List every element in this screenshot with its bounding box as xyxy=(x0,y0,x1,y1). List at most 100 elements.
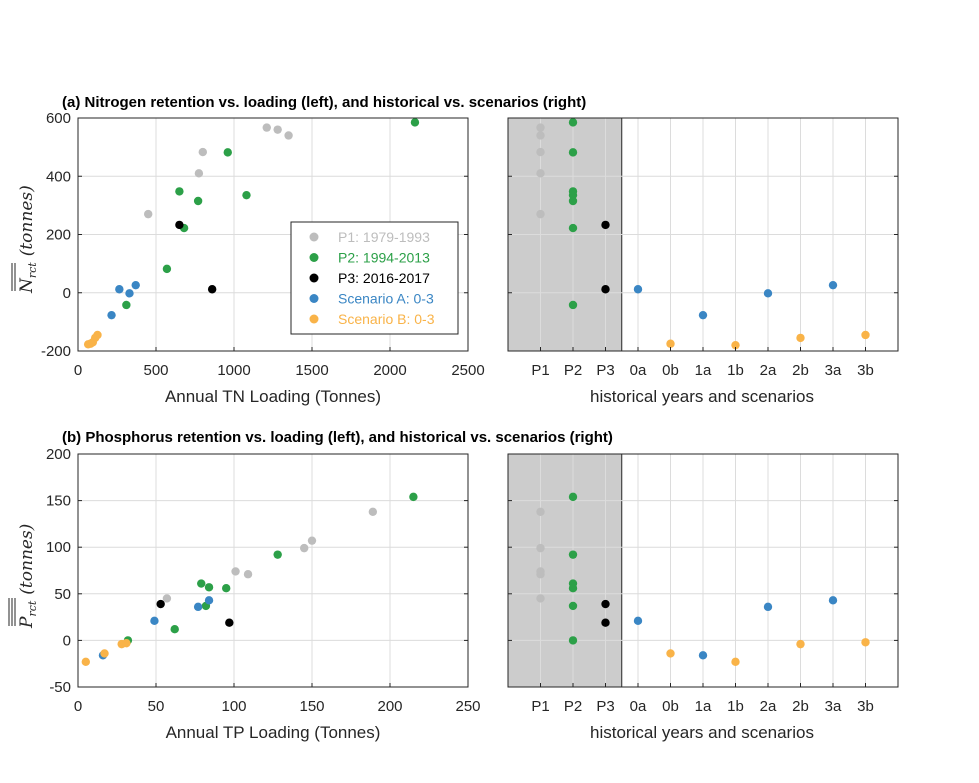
xtick-label: P2 xyxy=(564,362,582,379)
point-P3 xyxy=(601,285,610,294)
xtick-label: P1 xyxy=(531,698,549,715)
xtick-label: 0b xyxy=(662,362,679,379)
xtick-label: 50 xyxy=(148,698,165,715)
plot-area xyxy=(78,454,468,687)
point-P1 xyxy=(198,147,207,157)
xtick-label: 1a xyxy=(695,362,712,379)
point-P2 xyxy=(410,118,420,127)
xtick-label: 250 xyxy=(455,698,480,715)
xtick-label: 0a xyxy=(630,362,647,379)
point-P1 xyxy=(243,570,253,579)
point-P3 xyxy=(225,618,234,627)
point-P2 xyxy=(193,196,203,206)
legend-label-B: Scenario B: 0-3 xyxy=(338,311,435,327)
legend-marker-P3 xyxy=(309,273,319,283)
point-A xyxy=(828,596,838,605)
point-P1 xyxy=(144,209,153,219)
point-P1 xyxy=(368,507,378,516)
xtick-label: 150 xyxy=(299,698,324,715)
xtick-label: 0 xyxy=(74,362,82,379)
tick-labels: P1 P2 P3 0a 0b 1a 1b 2a 2b 3a 3b xyxy=(508,453,898,715)
ylabel-a-sub: rct xyxy=(26,262,39,278)
xtick-label: 0 xyxy=(74,698,82,715)
xtick-label: 0b xyxy=(662,698,679,715)
point-P1 xyxy=(162,594,172,603)
point-A xyxy=(150,616,159,626)
xtick-label: 200 xyxy=(377,698,402,715)
point-P2 xyxy=(122,300,131,310)
ylabel-b-symbol: P xyxy=(17,616,37,629)
xtick-label: 2a xyxy=(760,698,777,715)
point-P1 xyxy=(536,507,545,516)
xtick-label: 1500 xyxy=(295,362,328,379)
legend-label-P2: P2: 1994-2013 xyxy=(338,250,430,266)
svg-text:Prct(tonnes): Prct (tonnes) xyxy=(17,524,39,629)
point-P1 xyxy=(307,536,317,545)
point-P2 xyxy=(223,148,232,157)
point-A xyxy=(828,280,838,290)
historical-shade xyxy=(507,453,623,688)
legend-label-P1: P1: 1979-1993 xyxy=(338,229,430,245)
legend-box xyxy=(290,221,459,335)
ytick-label: -50 xyxy=(49,679,71,696)
xtick-label: 2b xyxy=(792,698,809,715)
point-P1 xyxy=(300,543,309,553)
point-B xyxy=(861,330,870,340)
point-B xyxy=(100,649,109,658)
point-P2 xyxy=(568,148,578,157)
point-P1 xyxy=(536,169,545,178)
plot-b-right: P1 P2 P3 0a 0b 1a 1b 2a 2b 3a 3b xyxy=(507,453,899,715)
legend-marker-P1 xyxy=(309,232,319,242)
point-P2 xyxy=(409,492,418,502)
ytick-label: 600 xyxy=(46,110,71,127)
point-P3 xyxy=(207,285,217,294)
point-P1 xyxy=(262,123,271,132)
point-B xyxy=(666,339,675,348)
point-P2 xyxy=(273,550,282,559)
title-a: (a) Nitrogen retention vs. loading (left… xyxy=(62,94,586,111)
xtick-label: 3b xyxy=(857,698,874,715)
point-P3 xyxy=(601,599,610,609)
point-B xyxy=(731,340,740,350)
legend-label-P3: P3: 2016-2017 xyxy=(338,270,430,286)
point-P3 xyxy=(156,599,165,609)
point-B xyxy=(731,657,740,667)
ytick-label: 200 xyxy=(46,227,71,244)
point-P1 xyxy=(536,123,545,132)
point-A xyxy=(115,285,124,294)
point-P2 xyxy=(568,636,578,645)
xtick-label: 3a xyxy=(825,362,842,379)
point-P2 xyxy=(170,625,179,634)
point-P1 xyxy=(194,169,204,178)
point-A xyxy=(633,616,643,626)
point-B xyxy=(122,638,131,648)
legend-marker-P2 xyxy=(309,253,319,262)
point-B xyxy=(861,638,870,647)
point-A xyxy=(698,651,708,660)
point-B xyxy=(93,330,102,340)
xtick-label: 2b xyxy=(792,362,809,379)
xtick-label: P3 xyxy=(596,698,614,715)
point-P2 xyxy=(568,492,578,502)
data-points xyxy=(536,118,870,350)
legend-marker-A xyxy=(309,294,319,303)
xlabel-a-right: historical years and scenarios xyxy=(590,387,814,406)
axes-frame xyxy=(77,453,469,688)
point-B xyxy=(81,657,91,667)
point-B xyxy=(666,649,675,658)
data-points xyxy=(536,492,870,667)
point-P1 xyxy=(536,147,545,157)
point-A xyxy=(763,289,773,298)
point-A xyxy=(193,602,203,612)
ylabel-b: Prct (tonnes) xyxy=(8,524,39,629)
point-P2 xyxy=(175,187,184,196)
xlabel-b-right: historical years and scenarios xyxy=(590,723,814,742)
point-P1 xyxy=(536,543,545,553)
point-P2 xyxy=(162,264,172,274)
point-A xyxy=(633,285,643,294)
xtick-label: 100 xyxy=(221,698,246,715)
xtick-label: 1000 xyxy=(217,362,250,379)
point-A xyxy=(107,310,116,320)
point-P1 xyxy=(536,209,545,219)
